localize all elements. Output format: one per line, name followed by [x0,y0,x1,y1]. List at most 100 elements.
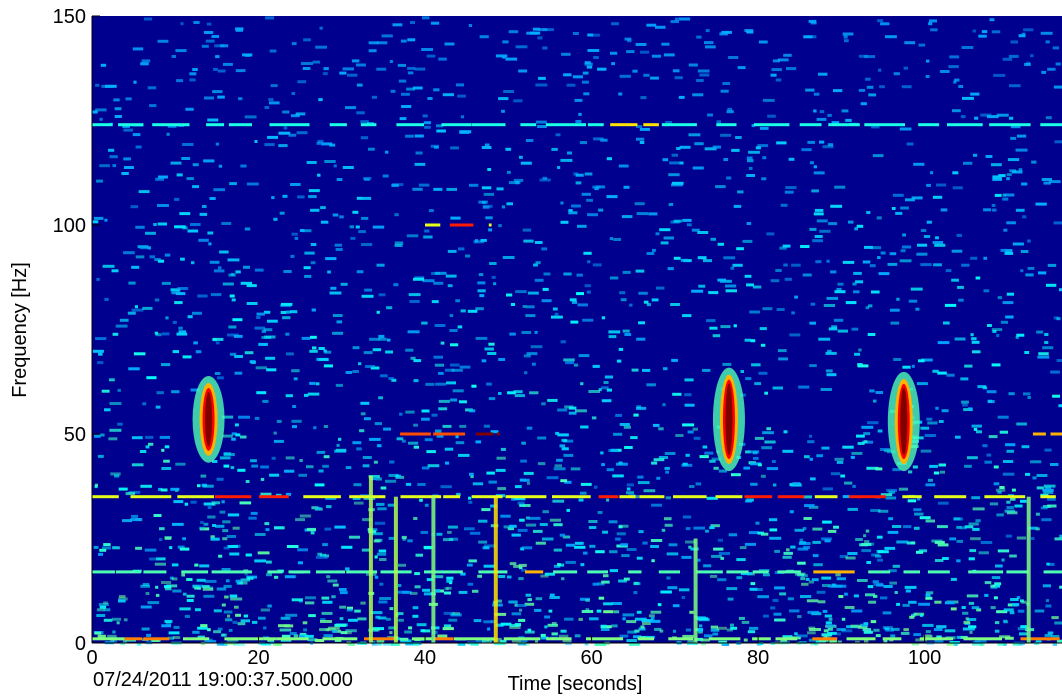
noise-speck [140,605,152,609]
noise-speck [518,563,527,567]
noise-speck [1044,333,1049,336]
noise-speck [987,324,992,327]
noise-speck [963,620,971,624]
noise-speck [726,110,734,114]
noise-speck [299,632,307,636]
noise-speck [284,469,295,473]
noise-speck [483,192,494,196]
noise-speck [413,445,419,449]
noise-speck [879,85,885,89]
noise-speck [779,246,787,250]
noise-speck [332,314,343,317]
noise-speck [836,577,846,581]
noise-speck [401,105,412,108]
noise-speck [841,617,846,621]
noise-speck [1052,46,1059,50]
noise-speck [278,144,288,148]
noise-speck [174,301,183,305]
noise-speck [758,371,768,375]
noise-speck [207,231,214,235]
noise-speck [114,474,120,478]
noise-speck [264,522,270,526]
noise-speck [594,485,598,489]
noise-speck [976,608,982,612]
noise-speck [845,118,852,122]
noise-speck [671,358,678,362]
noise-speck [94,216,104,220]
noise-speck [954,78,960,82]
noise-speck [360,412,366,416]
noise-speck [927,478,933,482]
noise-speck [636,556,643,560]
noise-speck [636,610,642,614]
noise-speck [231,432,237,436]
noise-speck [423,121,431,125]
noise-speck [595,185,606,189]
noise-speck [907,499,917,503]
noise-speck [125,97,132,101]
noise-speck [497,487,506,491]
noise-speck [149,255,156,259]
noise-speck [805,577,810,581]
noise-speck [592,582,599,586]
noise-speck [522,228,532,232]
noise-speck [118,599,126,603]
noise-speck [103,618,113,622]
noise-speck [147,601,160,605]
noise-speck [971,606,980,610]
noise-speck [863,534,867,538]
noise-speck [523,471,534,475]
noise-speck [667,267,674,271]
noise-speck [527,598,532,602]
noise-speck [642,622,651,625]
noise-speck [197,484,201,488]
noise-speck [140,484,152,488]
noise-speck [428,209,434,213]
noise-speck [213,269,225,273]
noise-speck [102,264,115,268]
noise-speck [523,478,530,482]
noise-speck [378,334,385,338]
noise-speck [904,41,916,45]
noise-speck [722,82,731,85]
noise-speck [285,492,292,496]
noise-speck [447,284,453,288]
noise-speck [1047,263,1057,267]
noise-speck [380,374,388,378]
noise-speck [588,520,598,523]
noise-speck [154,562,166,566]
noise-speck [710,628,720,632]
noise-speck [866,85,874,89]
noise-speck [851,327,859,331]
noise-speck [685,540,696,544]
noise-speck [511,612,522,616]
noise-speck [619,74,631,78]
noise-speck [867,585,874,589]
noise-speck [946,643,955,646]
noise-speck [436,129,446,133]
noise-speck [920,449,932,453]
noise-speck [867,333,876,336]
noise-speck [673,219,682,223]
noise-speck [827,631,837,635]
noise-speck [306,527,316,531]
noise-speck [260,608,270,612]
noise-speck [231,437,236,441]
noise-speck [308,195,317,199]
noise-speck [365,365,375,368]
noise-speck [267,604,272,608]
noise-speck [520,161,532,165]
noise-speck [603,574,609,578]
noise-speck [389,60,393,63]
noise-speck [297,80,307,84]
noise-speck [744,274,752,278]
noise-speck [1015,335,1019,339]
noise-speck [308,614,316,618]
noise-speck [563,73,572,77]
noise-speck [407,66,416,70]
noise-speck [838,595,844,598]
noise-speck [783,551,793,555]
noise-speck [994,193,1002,197]
noise-speck [244,572,248,576]
noise-speck [769,518,778,522]
